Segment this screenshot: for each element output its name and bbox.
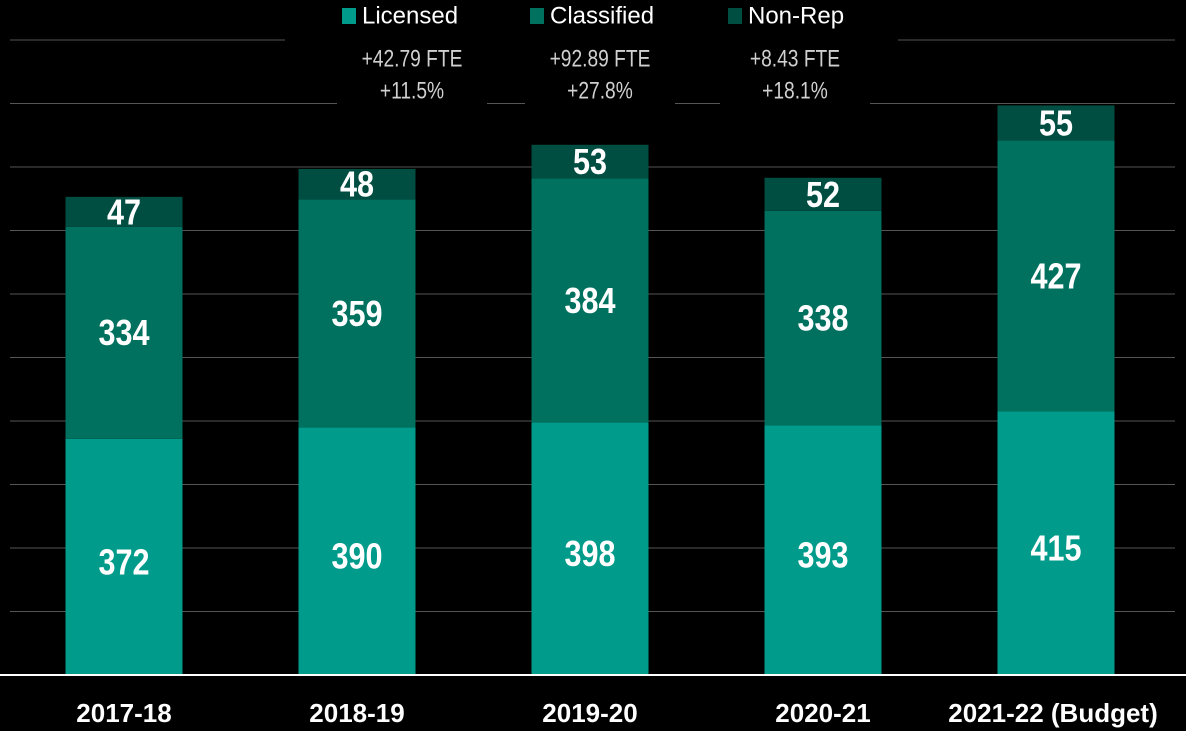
x-tick-label: 2020-21 xyxy=(775,698,870,728)
value-label: 359 xyxy=(331,295,382,335)
bar-segment xyxy=(531,144,649,179)
legend-swatch xyxy=(342,8,356,24)
value-label: 48 xyxy=(340,165,374,205)
bar-segment xyxy=(298,168,416,200)
annotation: +18.1% xyxy=(762,76,828,104)
x-tick-label: 2019-20 xyxy=(542,698,637,728)
annotation-backdrop xyxy=(525,46,675,108)
bar-segment xyxy=(65,196,183,227)
bar-segment xyxy=(298,199,416,428)
value-label: 415 xyxy=(1030,530,1081,570)
value-label: 398 xyxy=(564,535,615,575)
bar-segment xyxy=(997,140,1115,412)
annotation: +42.79 FTE xyxy=(362,44,463,72)
value-label: 47 xyxy=(107,193,141,233)
legend-label: Non-Rep xyxy=(748,2,844,29)
bar-segment xyxy=(531,178,649,423)
bar-segment xyxy=(65,226,183,439)
x-tick-label: 2017-18 xyxy=(76,698,171,728)
legend-backdrop xyxy=(285,0,898,46)
annotation: +92.89 FTE xyxy=(550,44,651,72)
value-label: 427 xyxy=(1030,257,1081,297)
value-label: 384 xyxy=(564,282,615,322)
annotation: +27.8% xyxy=(567,76,633,104)
bar-segment xyxy=(65,438,183,675)
x-tick-label: 2018-19 xyxy=(309,698,404,728)
value-label: 390 xyxy=(331,537,382,577)
legend-label: Licensed xyxy=(362,2,458,29)
value-label: 55 xyxy=(1039,104,1073,144)
bar-segment xyxy=(997,411,1115,675)
x-tick-label: 2021-22 (Budget) xyxy=(948,698,1158,728)
legend-label: Classified xyxy=(550,2,654,29)
legend-swatch xyxy=(530,8,544,24)
value-label: 334 xyxy=(98,314,149,354)
annotation-backdrop xyxy=(337,46,487,108)
bar-segment xyxy=(298,427,416,675)
value-label: 393 xyxy=(797,536,848,576)
bar-segment xyxy=(764,210,882,426)
annotation-backdrop xyxy=(720,46,870,108)
annotation: +11.5% xyxy=(380,76,444,104)
legend-swatch xyxy=(728,8,742,24)
value-label: 52 xyxy=(806,176,840,216)
value-label: 338 xyxy=(797,299,848,339)
annotation: +8.43 FTE xyxy=(750,44,840,72)
bar-segment xyxy=(764,177,882,211)
value-label: 372 xyxy=(98,543,149,583)
value-label: 53 xyxy=(573,143,607,183)
bar-segment xyxy=(764,425,882,675)
bar-segment xyxy=(531,422,649,675)
bar-segment xyxy=(997,105,1115,141)
